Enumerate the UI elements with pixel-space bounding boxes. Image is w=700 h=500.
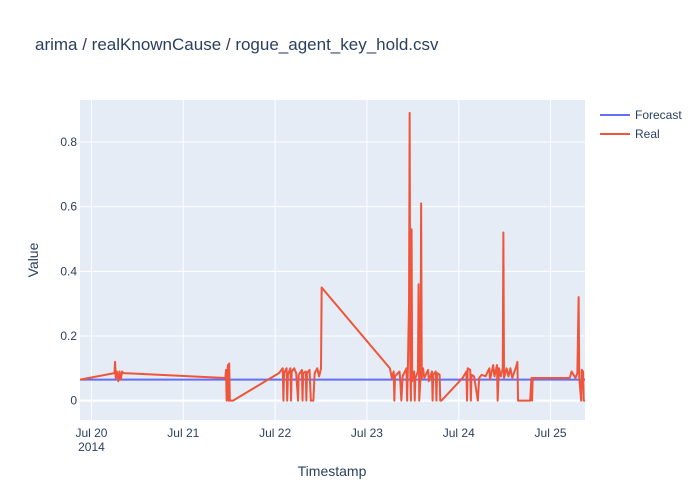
x-tick-label: Jul 21 [167,426,199,440]
series-line-real [80,111,585,402]
x-tick-label: Jul 23 [351,426,383,440]
x-tick-sublabel: 2014 [78,440,105,454]
x-axis-title: Timestamp [298,463,367,479]
legend-label-forecast[interactable]: Forecast [635,108,682,122]
x-tick-label: Jul 20 [75,426,107,440]
y-tick-label: 0 [70,394,77,408]
y-tick-label: 0.8 [60,135,77,149]
plot-area [80,111,585,402]
series-lines [80,111,585,402]
x-tick-label: Jul 22 [259,426,291,440]
legend-label-real[interactable]: Real [635,127,660,141]
plot-background [80,100,585,420]
legend: Forecast Real [600,108,682,141]
y-axis-title: Value [25,242,41,277]
chart-title: arima / realKnownCause / rogue_agent_key… [35,35,439,54]
x-tick-label: Jul 25 [535,426,567,440]
grid [80,100,585,420]
y-tick-label: 0.4 [60,264,77,278]
y-tick-label: 0.2 [60,329,77,343]
y-tick-label: 0.6 [60,200,77,214]
x-tick-label: Jul 24 [443,426,475,440]
